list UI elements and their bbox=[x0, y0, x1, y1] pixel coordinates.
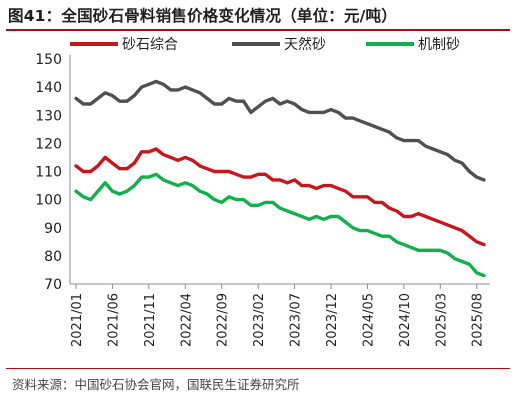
x-tick-label: 2022/09 bbox=[216, 293, 231, 347]
y-tick-label: 80 bbox=[44, 249, 62, 265]
x-tick-label: 2024/10 bbox=[398, 293, 413, 347]
title-divider bbox=[6, 29, 510, 31]
chart-title: 图41：全国砂石骨料销售价格变化情况（单位：元/吨） bbox=[8, 7, 397, 25]
legend-label-2: 天然砂 bbox=[284, 36, 326, 53]
series-line-2 bbox=[74, 79, 486, 182]
legend-label-1: 砂石综合 bbox=[122, 37, 178, 53]
axes: 70 80 90 100 110 120 130 140 150 2021/01 2021/06 20… bbox=[35, 52, 490, 347]
y-tick-label: 150 bbox=[35, 52, 62, 68]
x-tick-label: 2023/02 bbox=[252, 293, 267, 347]
series-line-1 bbox=[74, 147, 486, 247]
series-lines bbox=[74, 79, 486, 278]
x-tick-label: 2023/12 bbox=[325, 293, 340, 347]
y-tick-label: 130 bbox=[35, 108, 62, 124]
x-tick-label: 2025/08 bbox=[471, 293, 486, 347]
y-tick-label: 120 bbox=[35, 136, 62, 152]
x-tick-label: 2025/03 bbox=[434, 293, 449, 347]
x-tick-label: 2023/07 bbox=[289, 293, 304, 347]
y-tick-label: 100 bbox=[35, 193, 62, 209]
y-tick-label: 90 bbox=[44, 221, 62, 237]
series-line-3 bbox=[74, 172, 486, 278]
x-tick-label: 2021/11 bbox=[143, 293, 158, 347]
x-tick-label: 2021/06 bbox=[106, 293, 121, 347]
x-tick-label: 2021/01 bbox=[70, 293, 85, 347]
legend-label-3: 机制砂 bbox=[418, 37, 460, 53]
source-note: 资料来源：中国砂石协会官网，国联民生证券研究所 bbox=[12, 377, 300, 392]
x-tick-label: 2022/04 bbox=[179, 293, 194, 347]
y-tick-label: 140 bbox=[35, 80, 62, 96]
legend: 砂石综合 天然砂 机制砂 bbox=[70, 36, 460, 53]
y-tick-label: 110 bbox=[35, 165, 62, 181]
source-divider bbox=[6, 368, 510, 369]
y-tick-label: 70 bbox=[44, 277, 62, 293]
x-tick-label: 2024/05 bbox=[361, 293, 376, 347]
